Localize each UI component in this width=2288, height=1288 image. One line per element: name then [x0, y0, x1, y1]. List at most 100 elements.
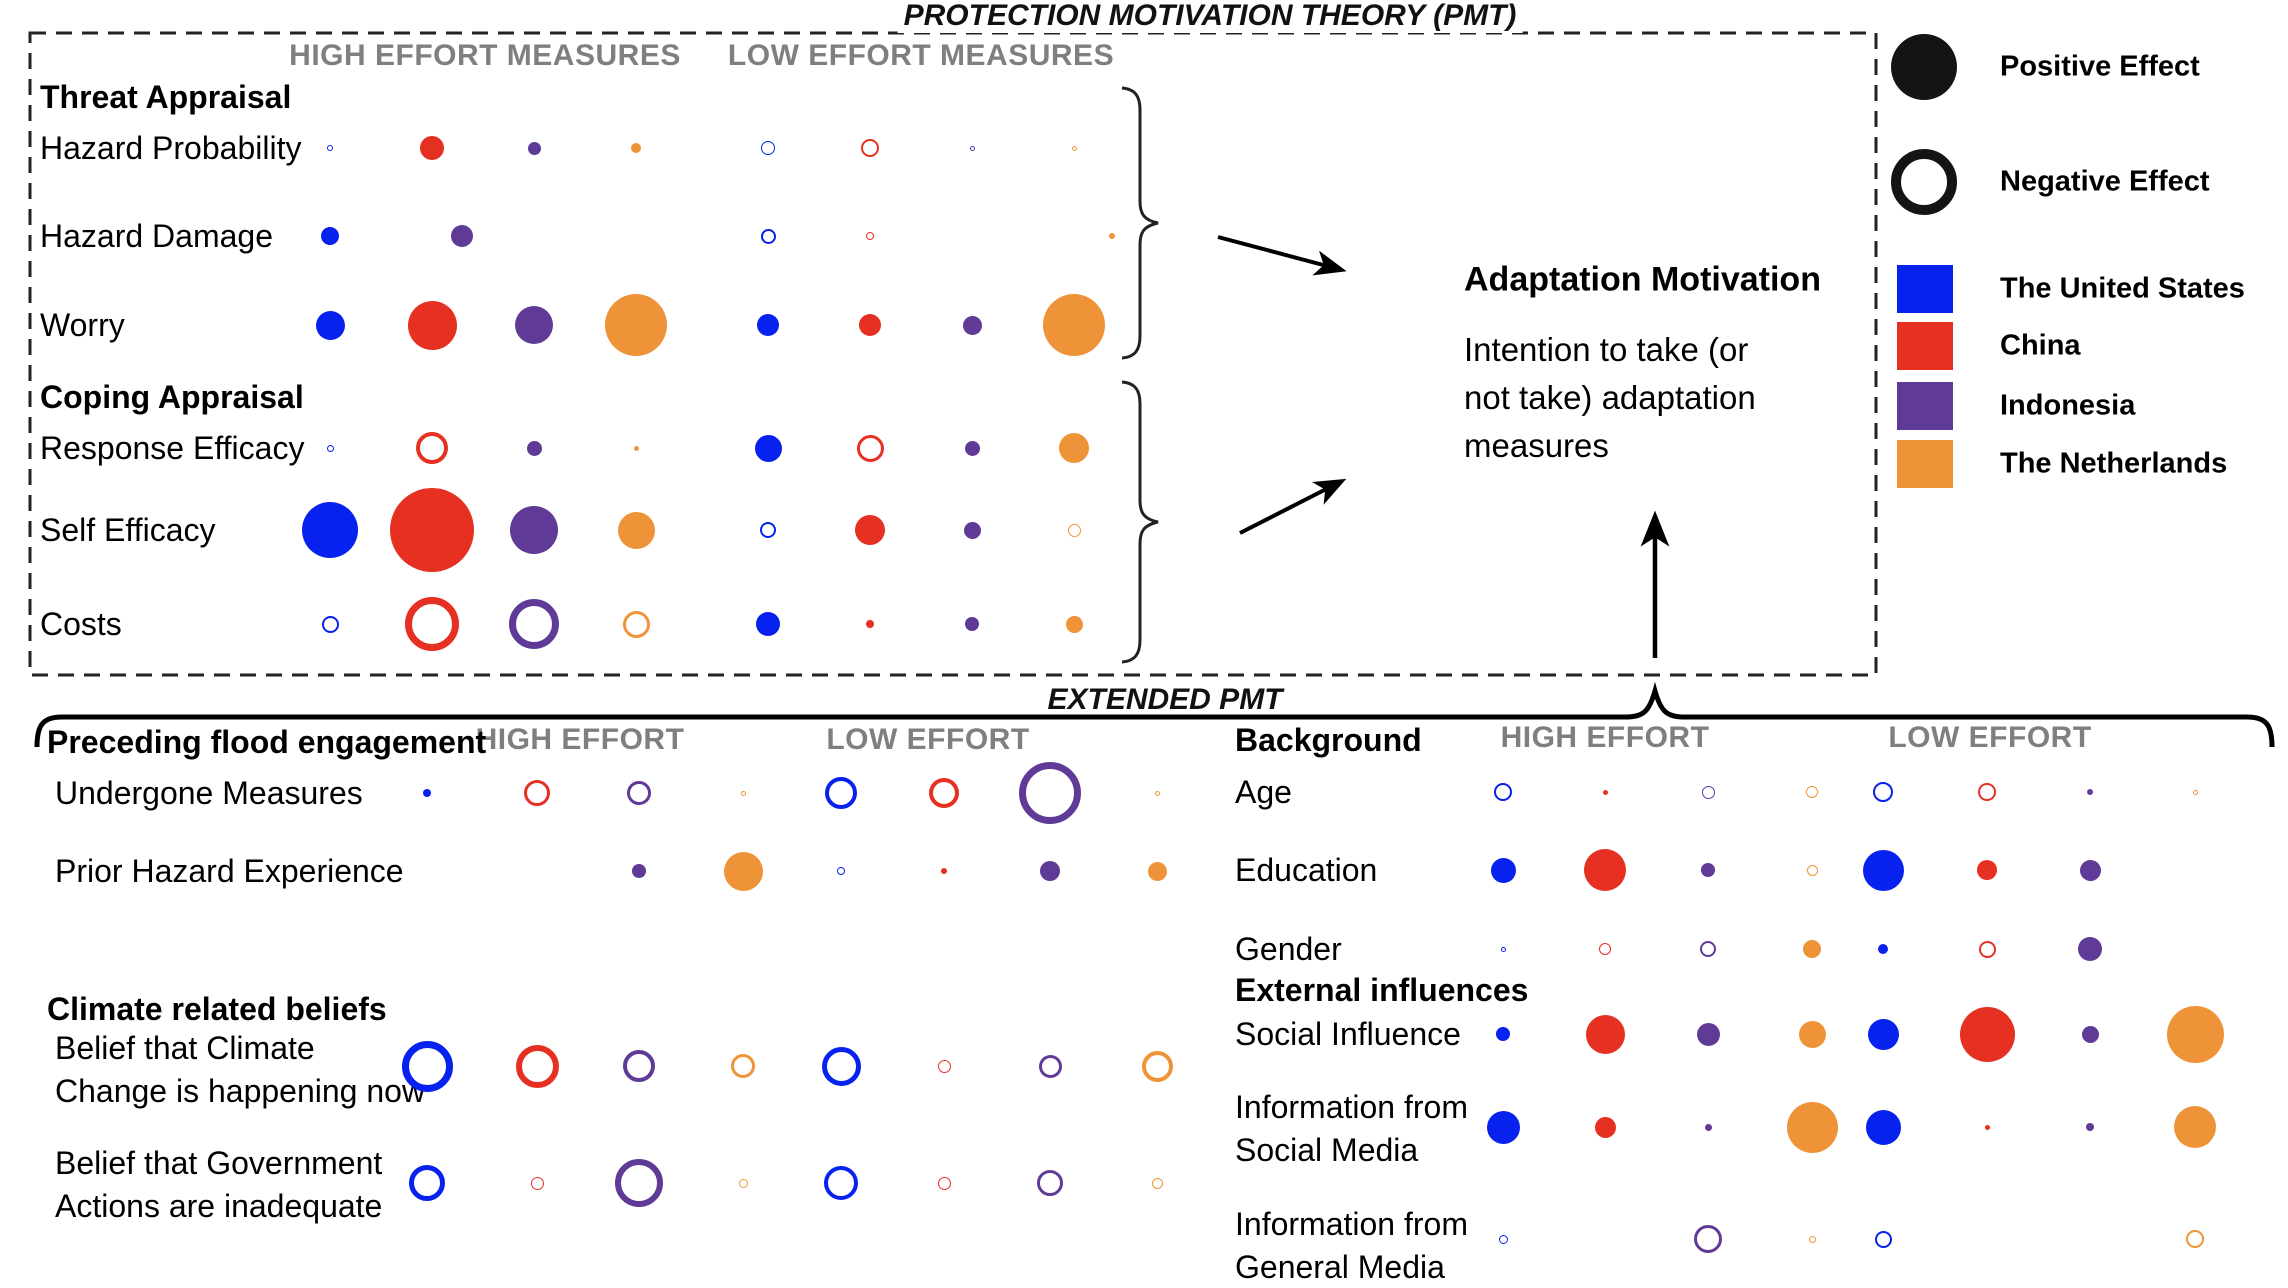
bubble-nl-negative [738, 1178, 748, 1188]
row-label: Self Efficacy [40, 512, 216, 548]
bubble-us-negative [1494, 783, 1512, 801]
legend-label-indonesia: Indonesia [2000, 389, 2136, 422]
bubble-nl-negative [740, 790, 746, 796]
group-label: Climate related beliefs [47, 991, 387, 1027]
bubble-nl-positive [1043, 294, 1105, 356]
bubble-nl-positive [1803, 940, 1821, 958]
row-label: Undergone Measures [55, 775, 363, 811]
column-header: HIGH EFFORT MEASURES [289, 39, 681, 72]
bubble-id-negative [509, 599, 559, 649]
row-label: Gender [1235, 931, 1342, 967]
legend-label-united-states: The United States [2000, 272, 2245, 305]
bubble-cn-negative [856, 434, 884, 462]
bubble-cn-positive [407, 300, 457, 350]
bubble-id-positive [451, 225, 473, 247]
bubble-id-negative [615, 1159, 663, 1207]
bubble-id-positive [527, 141, 541, 155]
bubble-us-positive [756, 612, 780, 636]
bubble-id-positive [515, 306, 553, 344]
bubble-us-positive [1865, 1109, 1901, 1145]
bubble-nl-negative [1806, 786, 1818, 798]
bubble-us-positive [1878, 944, 1888, 954]
bubble-us-negative [821, 1046, 861, 1086]
bubble-cn-negative [929, 778, 959, 808]
legend-swatch-china [1897, 322, 1953, 370]
bubble-cn-positive [941, 868, 947, 874]
extended-pmt-brace [34, 681, 2275, 748]
bubble-us-negative [824, 1166, 858, 1200]
threat-appraisal-brace [1121, 86, 1159, 360]
bubble-nl-negative [731, 1054, 755, 1078]
bubble-id-positive [510, 506, 558, 554]
bubble-nl-negative [1806, 864, 1818, 876]
bubble-id-negative [1701, 785, 1715, 799]
bubble-id-positive [526, 440, 542, 456]
bubble-cn-negative [1978, 940, 1996, 958]
bubble-us-positive [1867, 1018, 1899, 1050]
bubble-id-positive [2081, 1025, 2099, 1043]
bubble-us-positive [1862, 849, 1904, 891]
bubble-nl-negative [1141, 1050, 1173, 1082]
bubble-cn-negative [861, 139, 879, 157]
row-label: Information from [1235, 1089, 1468, 1125]
bubble-cn-positive [1585, 1014, 1625, 1054]
adaptation-motivation-text-line: measures [1464, 427, 1609, 464]
bubble-cn-positive [1602, 789, 1608, 795]
bubble-cn-positive [390, 488, 474, 572]
row-label: Belief that Climate [55, 1030, 315, 1066]
bubble-id-positive [2086, 1123, 2094, 1131]
bubble-id-negative [627, 781, 651, 805]
bubble-id-positive [2079, 859, 2101, 881]
bubble-id-negative [969, 145, 975, 151]
bubble-cn-negative [937, 1059, 951, 1073]
group-label: Coping Appraisal [40, 379, 304, 415]
legend-swatch-indonesia [1897, 382, 1953, 430]
bubble-id-negative [623, 1050, 655, 1082]
pmt-dashed-box [28, 31, 1878, 677]
bubble-nl-positive [723, 851, 763, 891]
bubble-nl-positive [2166, 1005, 2224, 1063]
row-label: Costs [40, 606, 122, 642]
legend-label-netherlands: The Netherlands [2000, 447, 2228, 480]
bubble-id-positive [632, 864, 646, 878]
bubble-nl-negative [1071, 145, 1077, 151]
column-header: LOW EFFORT [826, 723, 1030, 756]
bubble-cn-negative [524, 780, 550, 806]
bubble-us-negative [401, 1040, 453, 1092]
column-header: LOW EFFORT MEASURES [727, 39, 1115, 72]
bubble-id-positive [965, 617, 979, 631]
bubble-id-negative [1694, 1225, 1722, 1253]
bubble-cn-positive [1977, 860, 1997, 880]
bubble-cn-negative [530, 1176, 544, 1190]
row-label: Hazard Damage [40, 218, 273, 254]
bubble-cn-positive [855, 515, 885, 545]
bubble-nl-positive [605, 294, 667, 356]
bubble-us-positive [423, 789, 431, 797]
row-label: Age [1235, 774, 1292, 810]
row-label: Prior Hazard Experience [55, 853, 404, 889]
column-header: HIGH EFFORT [475, 723, 685, 756]
bubble-cn-positive [1594, 1116, 1616, 1138]
group-label: External influences [1235, 972, 1529, 1008]
row-label: Hazard Probability [40, 130, 302, 166]
bubble-cn-negative [405, 597, 459, 651]
bubble-id-negative [1700, 941, 1716, 957]
bubble-id-negative [1037, 1170, 1063, 1196]
adaptation-motivation-text-line: Intention to take (or [1464, 331, 1749, 368]
bubble-cn-positive [866, 620, 874, 628]
row-label: Belief that Government [55, 1145, 383, 1181]
bubble-nl-positive [631, 143, 641, 153]
bubble-id-positive [964, 440, 980, 456]
pmt-section-title: PROTECTION MOTIVATION THEORY (PMT) [897, 0, 1523, 33]
bubble-nl-negative [1067, 523, 1081, 537]
bubble-cn-negative [515, 1044, 559, 1088]
bubble-nl-positive [633, 445, 639, 451]
bubble-us-positive [302, 502, 358, 558]
bubble-us-negative [326, 444, 334, 452]
bubble-id-negative [1038, 1054, 1062, 1078]
arrow-coping-to-adaptation [1239, 478, 1347, 535]
bubble-us-negative [760, 228, 776, 244]
bubble-cn-negative [416, 432, 448, 464]
legend-swatch-netherlands [1897, 440, 1953, 488]
